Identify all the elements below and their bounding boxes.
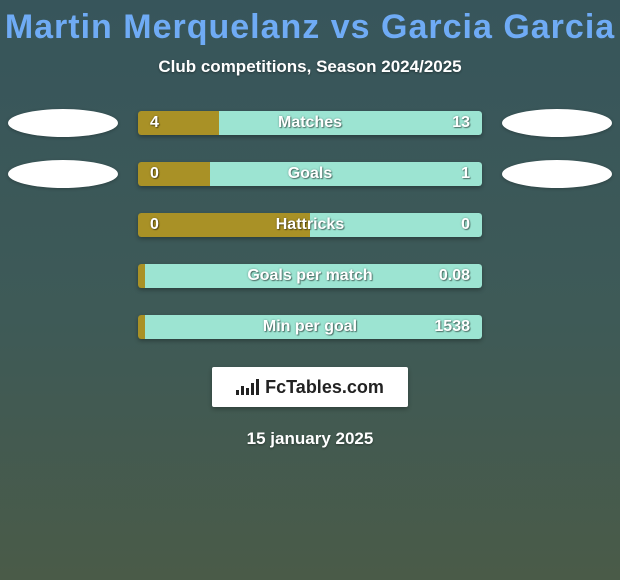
branding-text: FcTables.com: [265, 377, 384, 398]
stat-value-right: 0: [461, 213, 470, 237]
chart-icon: [236, 379, 259, 395]
player-ellipse-right: [502, 109, 612, 137]
branding-badge: FcTables.com: [212, 367, 408, 407]
subtitle: Club competitions, Season 2024/2025: [158, 57, 461, 77]
page-title: Martin Merquelanz vs Garcia Garcia: [5, 8, 615, 47]
stat-value-right: 0.08: [439, 264, 470, 288]
stat-row: Min per goal1538: [0, 313, 620, 341]
stats-area: 4Matches130Goals10Hattricks0Goals per ma…: [0, 109, 620, 341]
stat-row: 0Goals1: [0, 160, 620, 188]
stat-bar: 0Hattricks0: [138, 213, 482, 237]
stat-row: Goals per match0.08: [0, 262, 620, 290]
stat-label: Min per goal: [138, 315, 482, 339]
date-text: 15 january 2025: [247, 429, 374, 449]
stat-value-right: 1538: [434, 315, 470, 339]
stat-bar: 0Goals1: [138, 162, 482, 186]
stat-bar: 4Matches13: [138, 111, 482, 135]
player-ellipse-right: [502, 160, 612, 188]
stat-label: Hattricks: [138, 213, 482, 237]
stat-row: 0Hattricks0: [0, 211, 620, 239]
player-ellipse-left: [8, 109, 118, 137]
stat-label: Matches: [138, 111, 482, 135]
stat-value-right: 1: [461, 162, 470, 186]
stat-label: Goals: [138, 162, 482, 186]
stat-value-right: 13: [452, 111, 470, 135]
stat-label: Goals per match: [138, 264, 482, 288]
stat-bar: Min per goal1538: [138, 315, 482, 339]
stat-bar: Goals per match0.08: [138, 264, 482, 288]
stat-row: 4Matches13: [0, 109, 620, 137]
player-ellipse-left: [8, 160, 118, 188]
